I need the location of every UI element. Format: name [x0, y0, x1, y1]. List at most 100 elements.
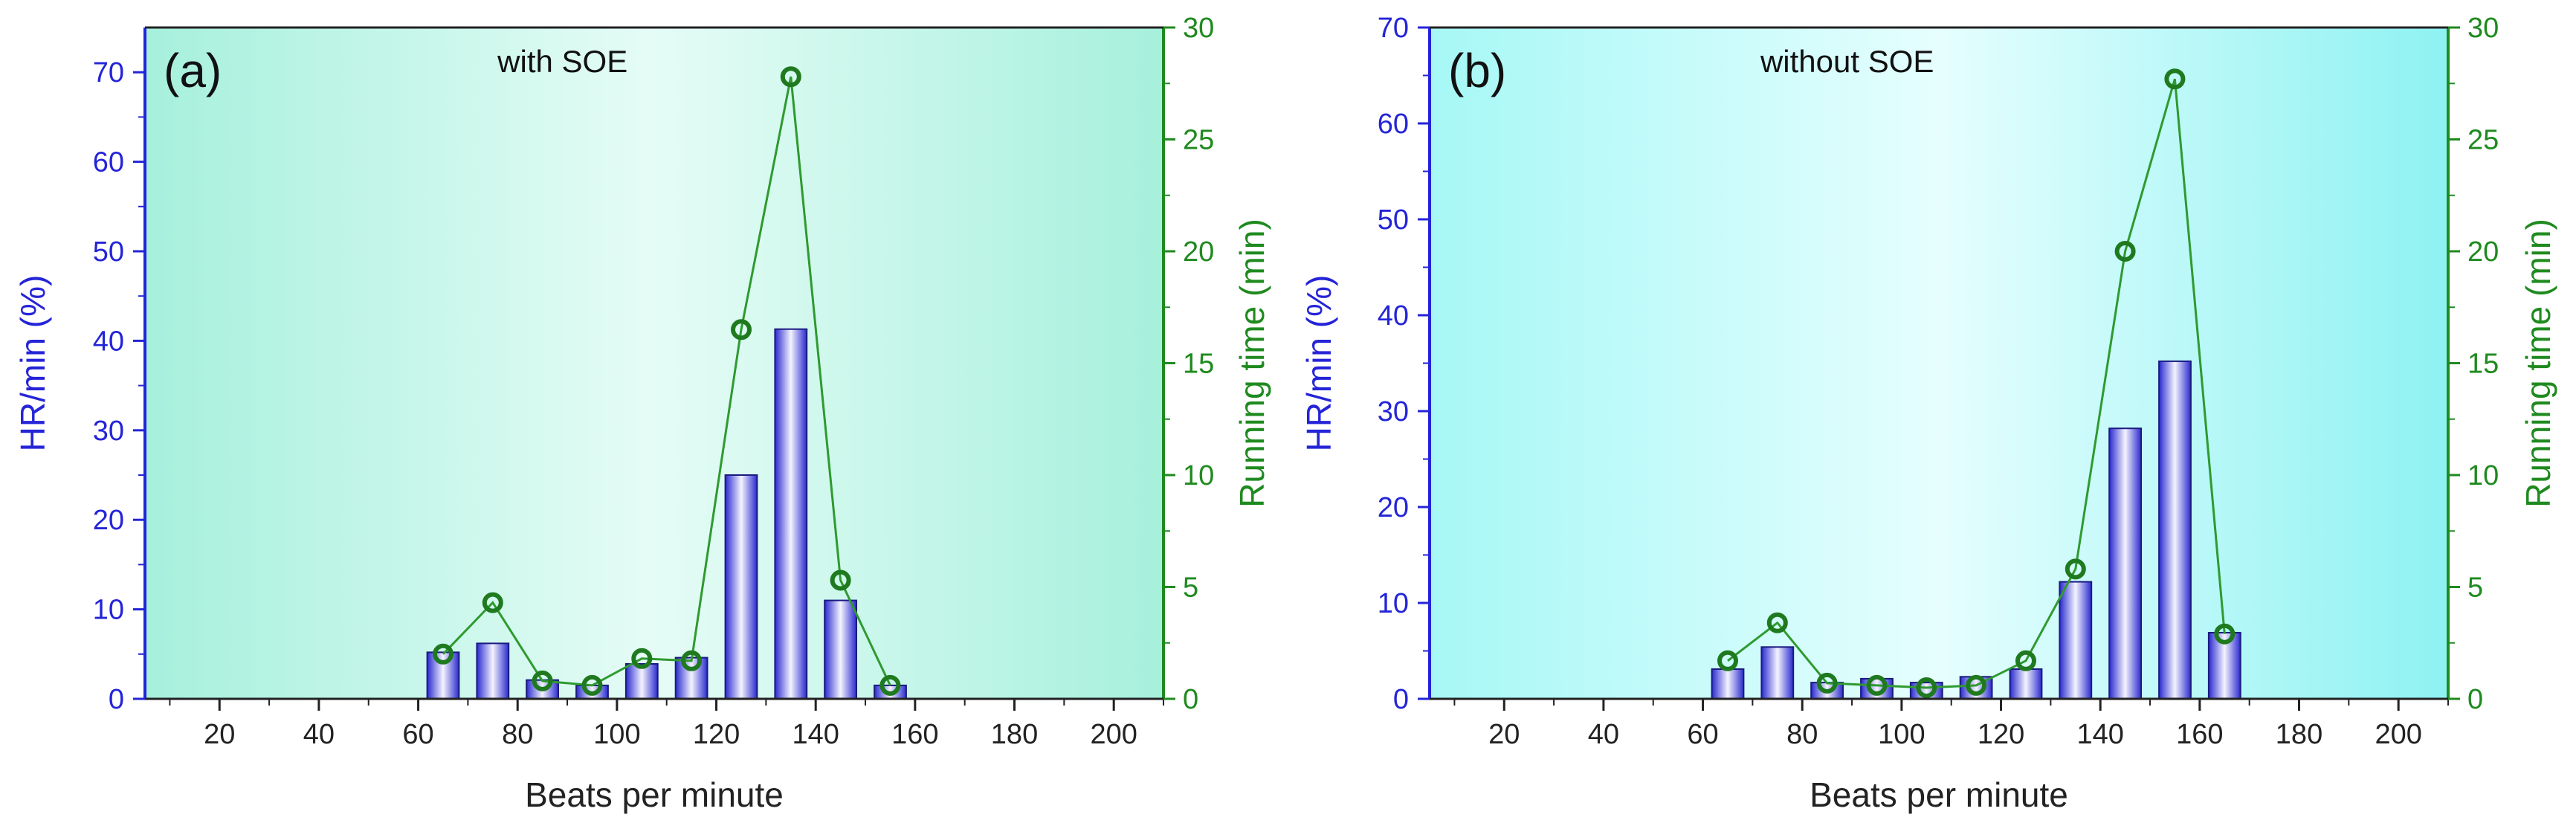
- y-tick-label: 30: [93, 416, 124, 447]
- bar: [674, 656, 708, 700]
- line-point: [2114, 241, 2136, 262]
- x-axis-label: Beats per minute: [525, 775, 784, 814]
- bar: [2059, 581, 2093, 700]
- line-point: [2065, 558, 2086, 580]
- x-tick-label: 180: [991, 719, 1038, 750]
- y2-tick-label: 0: [2467, 684, 2483, 715]
- chart-panel-a: 20 40 60 80 100 120 140 160 180 20001020304050607…: [13, 13, 1271, 814]
- x-tick-label: 100: [1878, 719, 1925, 750]
- y2-tick-label: 20: [1183, 236, 1214, 268]
- bar: [2108, 427, 2142, 700]
- bar: [624, 663, 659, 700]
- x-tick-label: 40: [303, 719, 335, 750]
- line-point: [1866, 674, 1888, 696]
- x-tick-label: 160: [891, 719, 938, 750]
- line-point: [1717, 650, 1738, 671]
- bar: [1860, 677, 1894, 700]
- line-point: [681, 650, 703, 671]
- x-tick-label: 40: [1588, 719, 1619, 750]
- y-tick-label: 60: [93, 147, 124, 178]
- y-tick-label: 50: [1378, 204, 1409, 236]
- y-axis-label: HR/min (%): [1300, 275, 1338, 452]
- y-tick-label: 10: [93, 595, 124, 626]
- y2-tick-label: 0: [1183, 684, 1198, 715]
- bar: [1711, 668, 1745, 700]
- line-point: [581, 674, 603, 696]
- x-tick-label: 200: [1090, 719, 1137, 750]
- chart-title: without SOE: [1760, 44, 1934, 79]
- y-tick-label: 20: [1378, 492, 1409, 523]
- y2-tick-label: 25: [1183, 125, 1214, 156]
- chart-panel-b: 20 40 60 80 100 120 140 160 180 20001020304050607…: [1300, 13, 2557, 814]
- y-tick-label: 70: [93, 57, 124, 88]
- x-tick-label: 160: [2176, 719, 2223, 750]
- line-point: [433, 643, 453, 665]
- y2-tick-label: 5: [2467, 572, 2483, 604]
- x-tick-label: 120: [693, 719, 740, 750]
- x-tick-label: 140: [792, 719, 839, 750]
- line-point: [731, 319, 752, 341]
- bar: [2009, 668, 2043, 700]
- line-point: [830, 569, 851, 591]
- x-tick-label: 60: [402, 719, 433, 750]
- bar: [1760, 646, 1795, 700]
- x-tick-label: 180: [2276, 719, 2322, 750]
- y-tick-label: 10: [1378, 588, 1409, 619]
- y-tick-label: 70: [1378, 13, 1409, 44]
- panel-label: (a): [164, 44, 222, 97]
- y-tick-label: 20: [93, 505, 124, 536]
- y2-tick-label: 20: [2467, 236, 2499, 268]
- line-point: [1766, 612, 1788, 633]
- y2-tick-label: 10: [2467, 460, 2499, 491]
- x-tick-label: 20: [204, 719, 235, 750]
- bar: [476, 642, 510, 700]
- line-point: [532, 670, 553, 691]
- y2-axis-label: Running time (min): [2519, 219, 2557, 508]
- bar: [824, 599, 857, 700]
- x-tick-label: 20: [1488, 719, 1520, 750]
- y-tick-label: 0: [109, 684, 124, 715]
- plot-background: [1430, 28, 2448, 699]
- line-point: [1916, 677, 1937, 698]
- y2-tick-label: 15: [2467, 349, 2499, 380]
- bar: [774, 328, 808, 700]
- plot-background: [145, 28, 1163, 699]
- panel-label: (b): [1448, 44, 1506, 97]
- line-point: [2015, 650, 2036, 671]
- y-tick-label: 50: [93, 236, 124, 268]
- line-point: [780, 66, 801, 88]
- y2-tick-label: 5: [1183, 572, 1198, 604]
- y-tick-label: 0: [1393, 684, 1409, 715]
- series-line: [442, 76, 891, 687]
- x-tick-label: 120: [1978, 719, 2024, 750]
- x-tick-label: 200: [2375, 719, 2421, 750]
- y2-tick-label: 30: [2467, 13, 2499, 44]
- line-point: [631, 648, 653, 669]
- line-point: [1816, 672, 1838, 694]
- bar: [2158, 360, 2192, 700]
- y2-tick-label: 30: [1183, 13, 1214, 44]
- x-axis-label: Beats per minute: [1810, 775, 2068, 814]
- y-tick-label: 60: [1378, 109, 1409, 140]
- y2-tick-label: 15: [1183, 349, 1214, 380]
- y-tick-label: 40: [1378, 300, 1409, 332]
- bar: [724, 474, 758, 700]
- line-point: [1966, 674, 1987, 696]
- line-point: [482, 592, 503, 613]
- bar: [426, 651, 460, 700]
- line-point: [2214, 623, 2236, 645]
- y-tick-label: 40: [93, 326, 124, 357]
- y-axis-label: HR/min (%): [13, 275, 52, 452]
- x-tick-label: 80: [1786, 719, 1818, 750]
- x-tick-label: 80: [502, 719, 533, 750]
- chart-title: with SOE: [497, 44, 627, 79]
- series-line: [1727, 78, 2226, 689]
- y-tick-label: 30: [1378, 396, 1409, 427]
- x-tick-label: 60: [1687, 719, 1718, 750]
- y2-tick-label: 10: [1183, 460, 1214, 491]
- x-tick-label: 140: [2076, 719, 2123, 750]
- y2-axis-label: Running time (min): [1233, 219, 1271, 508]
- y2-tick-label: 25: [2467, 125, 2499, 156]
- line-point: [879, 674, 901, 696]
